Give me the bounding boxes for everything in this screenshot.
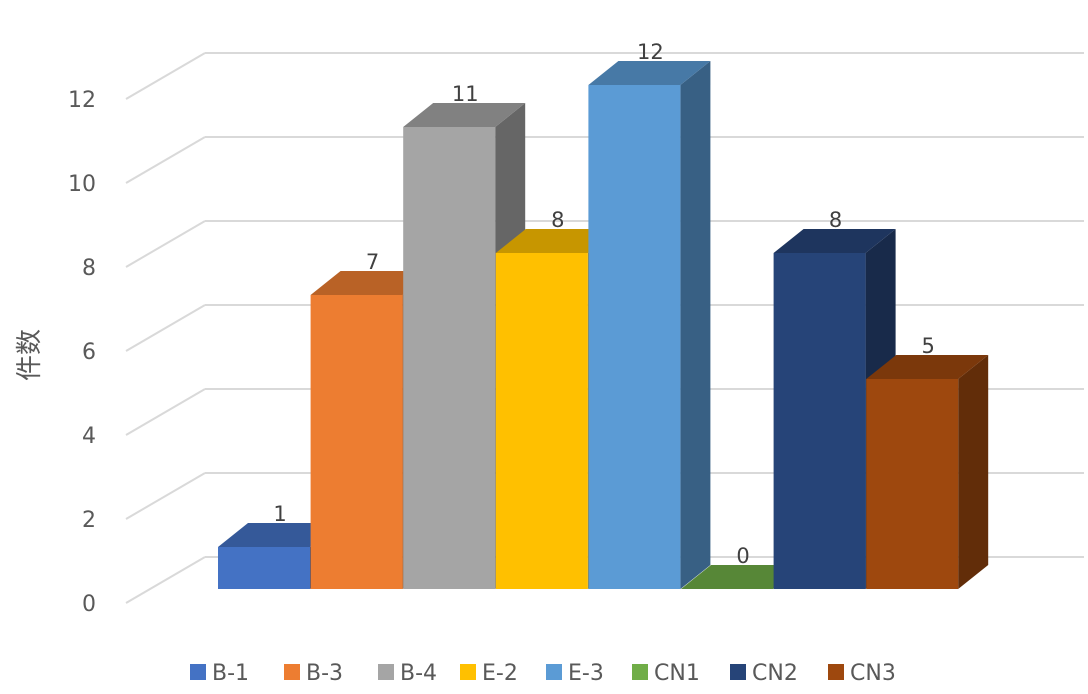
bars <box>218 61 989 589</box>
legend: B-1 B-3 B-4 E-2 E-3 CN1 CN2 CN3 <box>190 661 896 686</box>
legend-item-e-2: E-2 <box>460 661 518 686</box>
bar-top <box>866 355 989 379</box>
legend-item-cn2: CN2 <box>730 661 798 686</box>
y-tick-label: 10 <box>68 172 96 197</box>
bar-e-3 <box>588 61 711 589</box>
y-tick-label: 6 <box>82 340 96 365</box>
legend-item-b-4: B-4 <box>378 661 437 686</box>
gridline-side <box>125 388 206 436</box>
gridline-side <box>125 304 206 352</box>
data-labels: 1 7 11 8 12 0 8 5 <box>273 40 935 568</box>
legend-label: E-2 <box>482 661 518 686</box>
data-label-e-2: 8 <box>551 208 564 232</box>
legend-item-b-1: B-1 <box>190 661 249 686</box>
legend-item-b-3: B-3 <box>284 661 343 686</box>
legend-swatch <box>460 664 476 680</box>
legend-label: E-3 <box>568 661 604 686</box>
gridline-side <box>125 472 206 520</box>
bar-top <box>218 523 340 547</box>
gridline-side <box>125 220 206 268</box>
legend-label: CN2 <box>752 661 798 686</box>
legend-swatch <box>828 664 844 680</box>
bar-front <box>403 127 496 589</box>
bar-top <box>681 565 803 589</box>
bar-front <box>218 547 310 589</box>
data-label-b-1: 1 <box>273 502 286 526</box>
y-tick-label: 0 <box>82 592 96 617</box>
bar-cn3 <box>866 355 989 589</box>
bar-front <box>588 85 681 589</box>
bar-front <box>866 379 959 589</box>
legend-label: CN3 <box>850 661 896 686</box>
gridline-side <box>125 136 206 184</box>
data-label-b-3: 7 <box>366 250 379 274</box>
y-tick-label: 2 <box>82 508 96 533</box>
legend-label: CN1 <box>654 661 700 686</box>
legend-label: B-1 <box>212 661 249 686</box>
gridline-side <box>125 52 206 100</box>
legend-item-cn1: CN1 <box>632 661 700 686</box>
bar-top <box>495 229 618 253</box>
bar-front <box>310 295 403 589</box>
legend-swatch <box>632 664 648 680</box>
y-axis-label: 件数 <box>15 329 45 381</box>
bar-top <box>773 229 896 253</box>
y-tick-label: 8 <box>82 256 96 281</box>
y-axis-ticks: 0 2 4 6 8 10 12 <box>68 88 96 617</box>
gridline-side <box>125 556 206 604</box>
data-label-cn2: 8 <box>829 208 842 232</box>
legend-swatch <box>546 664 562 680</box>
bar-top <box>403 103 526 127</box>
y-tick-label: 4 <box>82 424 96 449</box>
legend-swatch <box>284 664 300 680</box>
legend-label: B-3 <box>306 661 343 686</box>
data-label-e-3: 12 <box>637 40 664 64</box>
bar-cn1 <box>681 565 803 589</box>
legend-swatch <box>730 664 746 680</box>
bar-top <box>588 61 711 85</box>
bar-top <box>310 271 433 295</box>
bar-front <box>773 253 866 589</box>
legend-swatch <box>190 664 206 680</box>
data-label-cn1: 0 <box>736 544 749 568</box>
bar-side <box>958 355 989 589</box>
data-label-cn3: 5 <box>922 334 935 358</box>
data-label-b-4: 11 <box>452 82 479 106</box>
legend-label: B-4 <box>400 661 437 686</box>
legend-swatch <box>378 664 394 680</box>
legend-item-cn3: CN3 <box>828 661 896 686</box>
legend-item-e-3: E-3 <box>546 661 604 686</box>
y-tick-label: 12 <box>68 88 96 113</box>
bar-front <box>495 253 588 589</box>
bar-side <box>680 61 711 589</box>
